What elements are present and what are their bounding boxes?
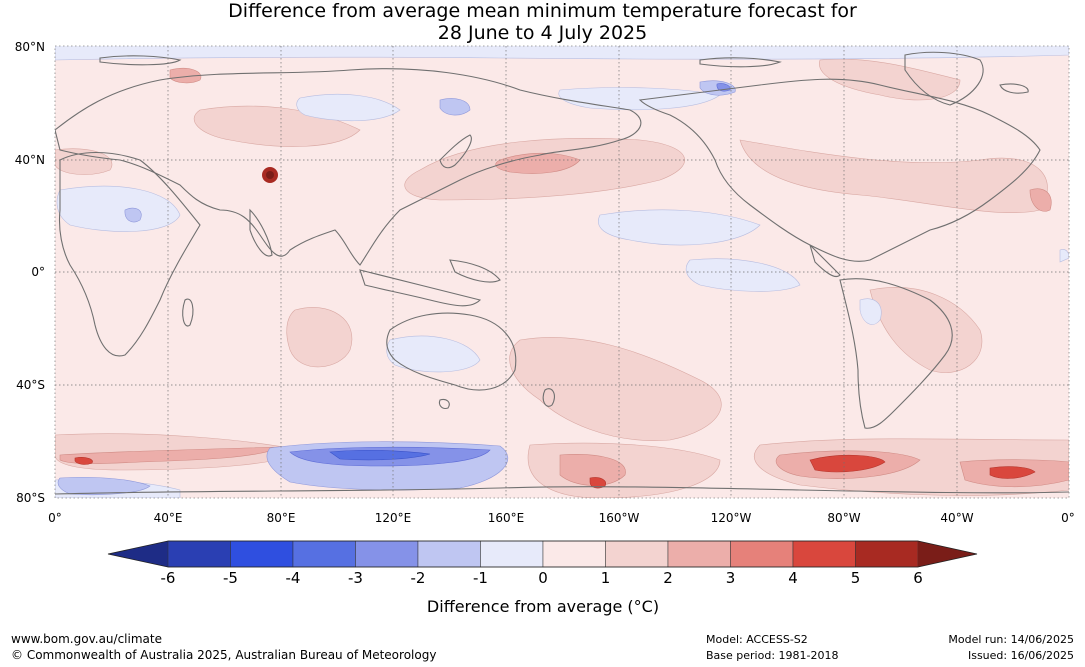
colorbar-tick-label: 0: [538, 569, 548, 587]
colorbar-tick-label: -1: [473, 569, 488, 587]
colorbar-tick-label: 5: [851, 569, 861, 587]
lon-label-80e: 80°E: [267, 511, 296, 525]
footer-website: www.bom.gov.au/climate: [11, 632, 162, 646]
lat-label-80n: 80°N: [15, 40, 45, 54]
lon-label-80w: 80°W: [827, 511, 860, 525]
colorbar-title: Difference from average (°C): [427, 597, 659, 616]
map-title-line-2: 28 June to 4 July 2025: [437, 22, 648, 44]
colorbar-tick-label: 1: [601, 569, 611, 587]
colorbar-segment: [230, 540, 294, 568]
lon-label-120e: 120°E: [375, 511, 412, 525]
lon-label-120w: 120°W: [711, 511, 752, 525]
map-frame: [54, 45, 1070, 499]
lat-label-80s: 80°S: [16, 491, 45, 505]
coastlines: [55, 51, 1069, 495]
colorbar-extend-low: [108, 541, 168, 567]
footer-model-run: Model run: 14/06/2025: [948, 633, 1074, 646]
graticule: [55, 46, 1069, 498]
footer-base-period: Base period: 1981-2018: [706, 649, 839, 662]
colorbar-segment: [542, 540, 606, 568]
lat-label-0: 0°: [31, 265, 45, 279]
colorbar: -6 -5 -4 -3 -2 -1 0 1 2 3 4 5 6: [107, 540, 978, 587]
colorbar-segment: [480, 540, 544, 568]
anomaly-field: [55, 46, 1069, 498]
colorbar-tick-label: 4: [788, 569, 798, 587]
footer-model: Model: ACCESS-S2: [706, 633, 808, 646]
lat-label-40n: 40°N: [15, 153, 45, 167]
lon-label-40w: 40°W: [940, 511, 973, 525]
colorbar-segment: [605, 540, 669, 568]
colorbar-tick-label: -4: [286, 569, 301, 587]
colorbar-tick-label: -5: [223, 569, 238, 587]
lon-label-40e: 40°E: [154, 511, 183, 525]
footer-issued: Issued: 16/06/2025: [967, 649, 1074, 662]
colorbar-extend-high: [918, 541, 977, 567]
colorbar-segment: [167, 540, 231, 568]
colorbar-tick-label: 2: [663, 569, 673, 587]
colorbar-segment: [792, 540, 856, 568]
footer-copyright: © Commonwealth of Australia 2025, Austra…: [11, 648, 437, 662]
colorbar-tick-label: -3: [348, 569, 363, 587]
colorbar-outline: [107, 540, 978, 568]
colorbar-segment: [855, 540, 919, 568]
lon-label-0-right: 0°: [1061, 511, 1075, 525]
colorbar-segment: [417, 540, 481, 568]
lat-label-40s: 40°S: [16, 378, 45, 392]
colorbar-segment: [667, 540, 731, 568]
colorbar-tick-label: 3: [726, 569, 736, 587]
colorbar-tick-label: -2: [411, 569, 426, 587]
colorbar-segment: [730, 540, 794, 568]
lon-label-0-left: 0°: [48, 511, 62, 525]
colorbar-tick-label: -6: [161, 569, 176, 587]
colorbar-tick-label: 6: [913, 569, 923, 587]
colorbar-segment: [355, 540, 419, 568]
colorbar-segment: [292, 540, 356, 568]
map-title-line-1: Difference from average mean minimum tem…: [228, 0, 857, 22]
lon-label-160e: 160°E: [488, 511, 525, 525]
lon-label-160w: 160°W: [599, 511, 640, 525]
